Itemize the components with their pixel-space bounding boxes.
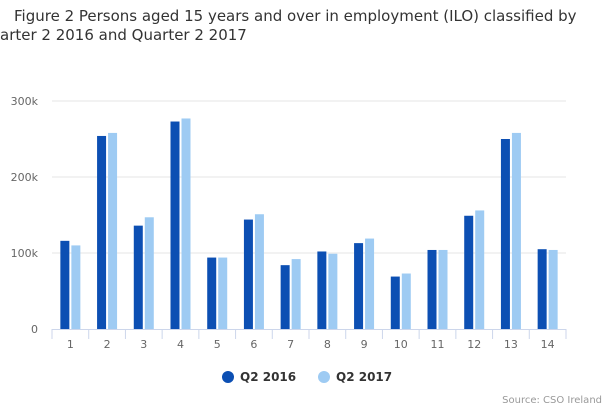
bar-q2-2017-3[interactable] — [144, 217, 154, 329]
x-tick-label: 3 — [140, 338, 147, 351]
x-tick-label: 14 — [541, 338, 555, 351]
bar-q2-2016-1[interactable] — [60, 240, 70, 329]
x-tick-label: 5 — [214, 338, 221, 351]
legend-swatch — [222, 371, 234, 383]
y-tick-label: 200k — [11, 171, 39, 184]
chart-title-line-1: Figure 2 Persons aged 15 years and over … — [14, 7, 577, 25]
bar-q2-2017-1[interactable] — [71, 245, 81, 329]
x-tick-label: 9 — [361, 338, 368, 351]
x-axis — [51, 329, 567, 339]
bar-q2-2017-5[interactable] — [218, 257, 228, 329]
x-tick-label: 2 — [104, 338, 111, 351]
bar-q2-2017-13[interactable] — [511, 132, 521, 329]
x-tick-label: 11 — [431, 338, 445, 351]
bar-q2-2017-10[interactable] — [401, 273, 411, 329]
x-axis-ticks: 1 2 3 4 5 6 7 8 9 10 11 12 13 14 — [67, 338, 555, 351]
legend-item-q2-2017[interactable]: Q2 2017 — [318, 370, 392, 384]
bar-q2-2017-14[interactable] — [548, 249, 558, 329]
bar-q2-2017-11[interactable] — [438, 249, 448, 329]
bar-q2-2016-8[interactable] — [317, 251, 327, 329]
legend[interactable]: Q2 2016 Q2 2017 — [222, 370, 392, 384]
legend-swatch — [318, 371, 330, 383]
x-tick-label: 10 — [394, 338, 408, 351]
legend-label: Q2 2017 — [336, 370, 392, 384]
bar-q2-2016-5[interactable] — [207, 257, 217, 329]
bar-q2-2016-2[interactable] — [97, 135, 107, 329]
bar-q2-2016-14[interactable] — [537, 249, 547, 329]
chart-title-line-2: arter 2 2016 and Quarter 2 2017 — [0, 26, 247, 44]
x-tick-label: 13 — [504, 338, 518, 351]
bar-q2-2017-9[interactable] — [365, 238, 375, 329]
legend-label: Q2 2016 — [240, 370, 296, 384]
bar-q2-2016-6[interactable] — [243, 219, 253, 329]
gridlines — [52, 100, 566, 254]
y-tick-label: 300k — [11, 95, 39, 108]
source-credit[interactable]: Source: CSO Ireland — [502, 395, 602, 406]
legend-item-q2-2016[interactable]: Q2 2016 — [222, 370, 296, 384]
bar-q2-2016-13[interactable] — [500, 139, 510, 329]
y-axis-ticks: 0 100k 200k 300k — [11, 95, 39, 336]
bar-q2-2016-12[interactable] — [464, 215, 474, 329]
bar-q2-2016-7[interactable] — [280, 265, 290, 329]
bar-q2-2017-6[interactable] — [254, 214, 264, 329]
bar-q2-2016-10[interactable] — [390, 276, 400, 329]
bar-q2-2017-12[interactable] — [475, 210, 485, 329]
bar-q2-2017-4[interactable] — [181, 118, 191, 329]
bar-q2-2016-11[interactable] — [427, 249, 437, 329]
x-tick-label: 4 — [177, 338, 184, 351]
x-tick-label: 7 — [287, 338, 294, 351]
bars — [60, 118, 558, 330]
y-tick-label: 100k — [11, 247, 39, 260]
chart-title: Figure 2 Persons aged 15 years and over … — [0, 7, 577, 44]
bar-q2-2017-8[interactable] — [328, 253, 338, 329]
x-tick-label: 12 — [467, 338, 481, 351]
x-tick-label: 6 — [250, 338, 257, 351]
x-tick-label: 8 — [324, 338, 331, 351]
bar-q2-2016-3[interactable] — [133, 225, 143, 329]
bar-q2-2017-7[interactable] — [291, 259, 301, 329]
bar-q2-2017-2[interactable] — [108, 132, 118, 329]
bar-q2-2016-4[interactable] — [170, 121, 180, 330]
y-tick-label: 0 — [31, 323, 38, 336]
x-tick-label: 1 — [67, 338, 74, 351]
bar-q2-2016-9[interactable] — [354, 243, 364, 329]
